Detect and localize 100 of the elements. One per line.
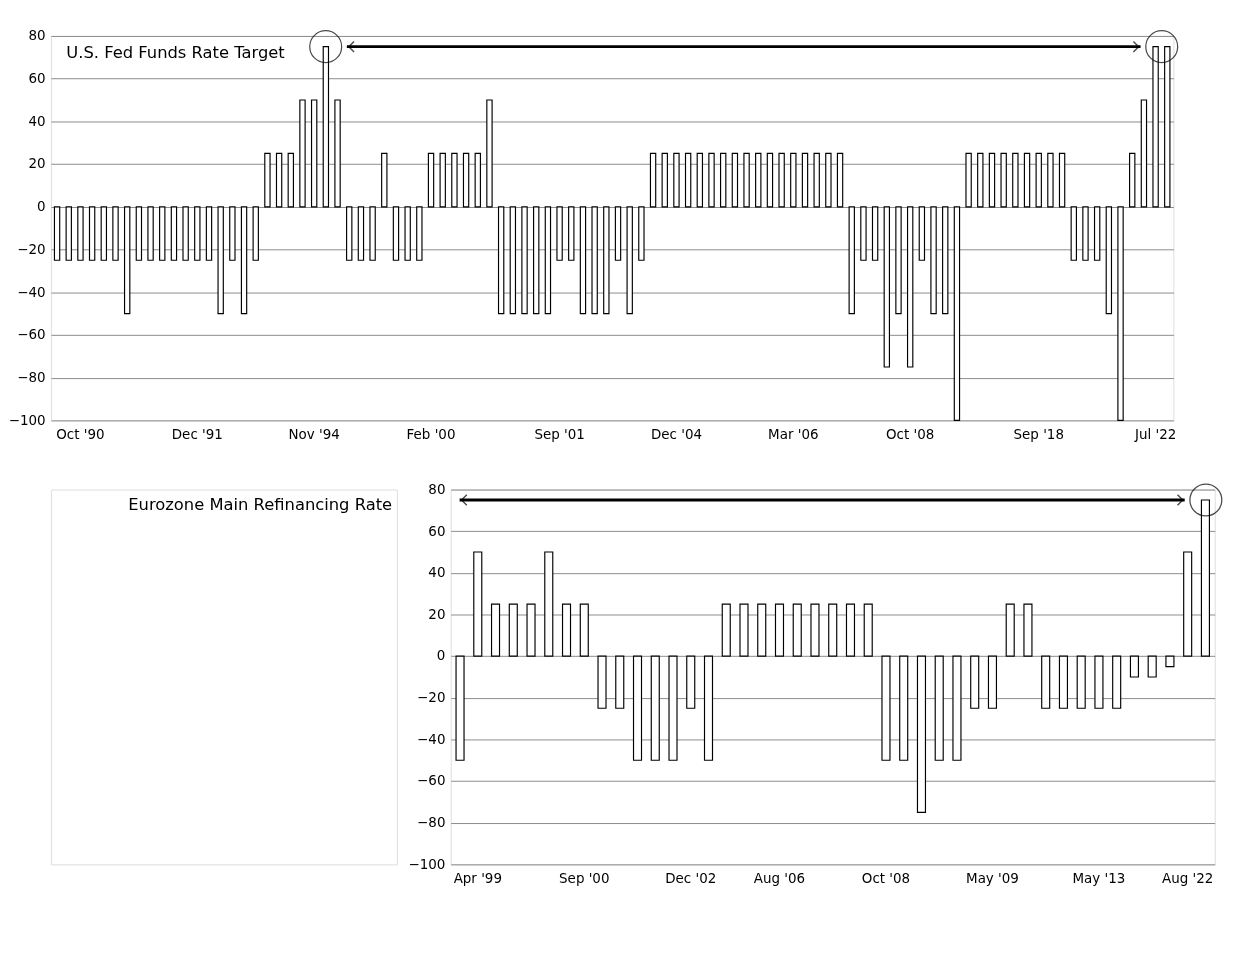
bar [614,206,622,261]
bar [930,206,937,315]
bar [1117,206,1124,421]
bar [1023,603,1033,657]
x-tick-label: Apr '99 [453,871,502,887]
bar [451,152,458,208]
bar [615,655,625,709]
y-tick-label: −20 [17,241,46,257]
bar [953,206,961,421]
bar [1000,152,1007,208]
bar [217,206,224,315]
x-tick-label: Sep '01 [534,427,585,443]
bar [739,603,749,657]
bar [508,603,518,657]
bar [240,206,248,315]
y-tick-label: 40 [28,113,46,129]
bar [159,206,166,261]
bar [766,152,774,208]
bar [1094,655,1104,709]
bar [965,152,972,208]
bar [357,206,365,261]
bar [743,152,750,208]
bar [194,206,201,261]
bar [497,206,505,315]
bar [1076,655,1086,709]
bar [486,99,493,208]
bar [871,206,879,261]
bar [721,603,731,657]
bar [474,152,481,208]
bar [1023,152,1031,208]
bar [275,152,283,208]
x-tick-label: May '13 [1072,871,1126,887]
bar [845,603,856,657]
y-tick-label: −80 [17,370,46,385]
bar [561,603,572,657]
x-tick-label: Dec '04 [650,427,702,443]
bar [1041,655,1051,709]
bar [696,152,704,208]
bar [135,206,143,261]
bar [895,206,902,315]
bar [649,152,657,208]
bar [229,206,236,261]
bar [1129,152,1136,208]
bar [1012,152,1019,208]
bar [439,152,446,208]
bar [252,206,259,261]
y-tick-label: 80 [28,28,46,44]
bar [264,152,271,208]
bar [757,603,767,657]
bar [53,206,61,261]
bar [533,206,540,315]
bar [299,99,306,208]
bar [848,206,855,315]
bar [1165,655,1175,668]
bar [579,603,589,657]
bar [579,206,587,315]
x-tick-label: Jul '22 [1133,427,1177,443]
x-tick-label: Sep '18 [1013,427,1064,443]
bar [942,206,949,315]
y-tick-label: 20 [428,606,446,622]
bar [1093,206,1101,261]
bar [473,551,483,657]
bar [334,99,341,208]
bar [661,152,668,208]
x-tick-label: May '09 [966,871,1019,887]
bar [684,152,692,208]
bar [1082,206,1089,261]
bar [836,152,844,208]
text: U.S. Fed Funds Rate Target [66,43,286,63]
bar [626,206,633,315]
bar [427,152,435,208]
bar [813,152,820,208]
bar [1140,99,1148,208]
x-tick-label: Mar '06 [768,427,819,443]
bar [568,206,575,261]
bar [1035,152,1042,208]
y-tick-label: 60 [28,71,46,87]
bar [521,206,528,315]
bar [883,206,891,368]
bar [863,603,873,657]
bar [650,655,660,761]
bar [182,206,189,261]
bar [906,206,914,368]
bar [77,206,84,261]
bar [526,603,536,657]
bar [668,655,678,761]
bar [1105,206,1113,315]
bar [147,206,154,261]
bar [556,206,563,261]
bar [801,152,809,208]
bar [455,655,465,761]
bar [899,655,909,761]
bar [988,152,996,208]
bar [673,152,680,208]
y-tick-label: 20 [28,156,46,172]
bar [638,206,645,261]
bar [708,152,715,208]
bar [1070,206,1077,261]
bar [544,551,554,657]
bar [65,206,72,261]
